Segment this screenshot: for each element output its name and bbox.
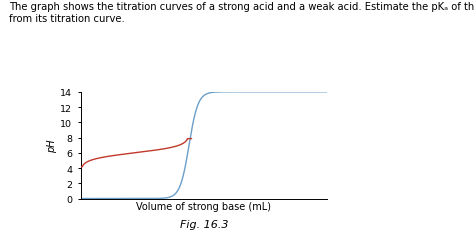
Y-axis label: pH: pH (47, 139, 57, 152)
Text: Fig. 16.3: Fig. 16.3 (180, 219, 228, 229)
Text: The graph shows the titration curves of a strong acid and a weak acid. Estimate : The graph shows the titration curves of … (9, 2, 474, 24)
X-axis label: Volume of strong base (mL): Volume of strong base (mL) (137, 201, 271, 211)
